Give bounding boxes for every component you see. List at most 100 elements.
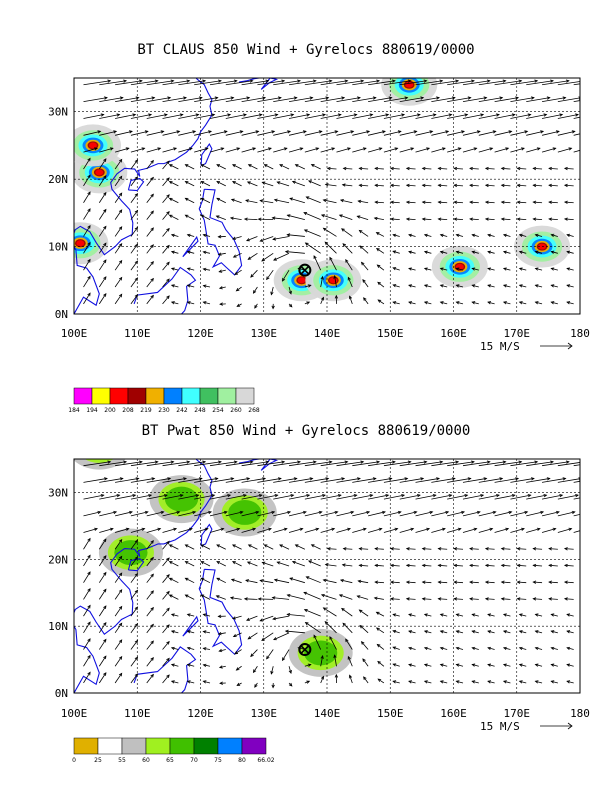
wind-vector [383, 147, 398, 153]
wind-vector [99, 80, 127, 86]
colorbar-label: 0 [72, 757, 76, 764]
wind-vector-head [334, 510, 339, 515]
wind-vector [162, 97, 187, 102]
wind-vector-head [170, 680, 175, 684]
wind-vector [327, 167, 337, 170]
wind-vector [362, 658, 369, 667]
wind-vector [517, 581, 527, 584]
wind-vector-head [252, 527, 257, 531]
wind-vector [247, 252, 258, 260]
wind-vector [469, 564, 479, 567]
wind-vector [526, 80, 554, 86]
wind-vector-head [247, 164, 252, 168]
wind-vector-head [376, 79, 381, 83]
wind-vector-head [530, 96, 535, 100]
wind-vector-head [141, 147, 146, 151]
wind-vector-head [518, 233, 523, 237]
wind-vector-head [408, 680, 412, 684]
wind-vector [83, 293, 91, 305]
wind-vector [517, 548, 527, 550]
wind-vector-head [566, 680, 571, 684]
wind-vector-head [374, 166, 379, 171]
wind-vector-head [563, 200, 568, 204]
wind-vector [273, 494, 294, 500]
wind-vector [368, 478, 392, 483]
wind-vector-head [329, 256, 333, 261]
wind-vector-head [423, 267, 428, 271]
wind-vector-head [94, 527, 99, 531]
wind-vector-head [236, 527, 241, 531]
wind-vector-head [186, 630, 191, 634]
wind-vector-head [471, 680, 476, 684]
wind-vector [304, 461, 332, 467]
wind-vector-head [138, 460, 143, 464]
reference-vector-head [567, 722, 573, 730]
wind-vector-head [134, 277, 139, 282]
wind-vector [374, 597, 384, 600]
wind-vector-head [195, 494, 200, 498]
wind-vector [406, 581, 416, 584]
x-tick-label: 170E [504, 707, 531, 720]
wind-vector [287, 234, 305, 237]
wind-vector-head [216, 561, 221, 565]
wind-vector [573, 100, 580, 102]
wind-vector-head [453, 183, 458, 188]
wind-vector-head [473, 527, 478, 531]
wind-vector-head [437, 597, 442, 601]
wind-vector-head [103, 588, 107, 593]
wind-vectors [83, 460, 580, 689]
wind-vector-head [103, 242, 107, 247]
wind-vector [408, 268, 416, 271]
wind-vector-head [123, 79, 128, 83]
wind-vector-head [486, 79, 491, 83]
wind-vector-head [487, 680, 492, 684]
wind-vector-head [429, 510, 434, 515]
wind-vector [393, 234, 400, 237]
wind-vector [549, 564, 558, 567]
wind-vector-head [123, 460, 128, 464]
wind-vector-head [186, 233, 191, 237]
wind-vector-head [150, 260, 154, 265]
wind-vector [130, 176, 138, 187]
wind-vector-head [353, 113, 358, 117]
wind-vector-head [348, 674, 353, 679]
wind-vector [162, 177, 170, 187]
wind-vector-head [243, 217, 248, 221]
wind-vector [311, 544, 321, 550]
wind-vector [130, 511, 148, 517]
wind-vector-head [455, 284, 460, 288]
wind-vector-head [265, 79, 270, 83]
wind-vector [557, 81, 580, 86]
wind-vector-head [471, 613, 476, 617]
wind-vector-head [170, 284, 175, 288]
x-tick-label: 150E [377, 707, 404, 720]
wind-vector [325, 564, 337, 567]
wind-vector [247, 561, 258, 567]
wind-vector-head [548, 597, 553, 601]
wind-vector-head [202, 267, 207, 272]
wind-vector-head [445, 510, 450, 515]
wind-vector-head [376, 264, 381, 268]
wind-vector [304, 97, 329, 102]
wind-vector [541, 114, 563, 119]
wind-vector [454, 581, 464, 584]
wind-vector-head [167, 477, 172, 481]
wind-vector-head [518, 646, 523, 651]
wind-vector-head [103, 158, 107, 162]
wind-vector [187, 680, 195, 684]
wind-vector-head [563, 166, 568, 171]
wind-vector [352, 494, 373, 500]
wind-vector [519, 251, 527, 254]
wind-vector-head [134, 623, 139, 627]
wind-vector [130, 528, 145, 533]
wind-vector [408, 630, 416, 634]
wind-vector-head [302, 130, 307, 134]
wind-vector [408, 680, 416, 684]
wind-vector [469, 548, 479, 550]
wind-vector [533, 167, 543, 170]
wind-vector-head [347, 276, 351, 281]
wind-vector-head [550, 460, 554, 464]
wind-vector [304, 130, 322, 136]
wind-vector-head [202, 233, 207, 237]
wind-vector-head [469, 217, 473, 221]
